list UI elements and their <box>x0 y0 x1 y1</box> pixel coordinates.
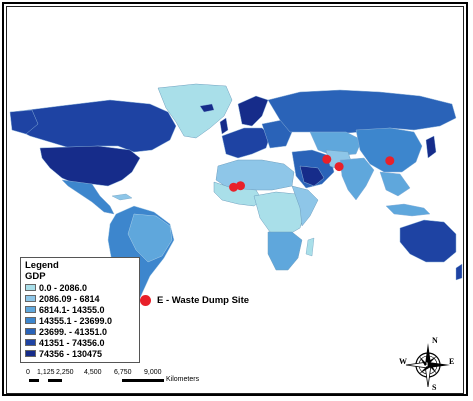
region-central-africa[interactable] <box>253 191 307 237</box>
dump-site-marker[interactable] <box>236 181 245 191</box>
legend-item: 14355.1 - 23699.0 <box>25 315 135 326</box>
legend-item-label: 41351 - 74356.0 <box>39 337 105 348</box>
region-mexico[interactable] <box>61 179 115 215</box>
scale-tick-1: 1,125 <box>37 369 55 376</box>
region-central-asia[interactable] <box>309 131 363 157</box>
legend-item-label: 74356 - 130475 <box>39 348 103 359</box>
legend-classes: 0.0 - 2086.0 2086.09 - 6814 6814.1- 14355.… <box>25 282 135 359</box>
legend-item-label: 14355.1 - 23699.0 <box>39 315 113 326</box>
compass-w: W <box>399 357 407 366</box>
scale-tick-0: 0 <box>26 369 30 376</box>
region-scandinavia[interactable] <box>237 95 269 127</box>
region-canada[interactable] <box>11 99 177 153</box>
north-arrow-compass: N S E W <box>399 336 455 392</box>
legend-item: 6814.1- 14355.0 <box>25 304 135 315</box>
legend-item-label: 0.0 - 2086.0 <box>39 282 88 293</box>
region-eastern-europe[interactable] <box>261 119 293 149</box>
region-southern-africa[interactable] <box>267 231 303 271</box>
region-alaska[interactable] <box>9 109 39 135</box>
region-uk[interactable] <box>219 117 229 135</box>
compass-e: E <box>449 357 455 366</box>
scale-tick-3: 4,500 <box>84 369 102 376</box>
region-madagascar[interactable] <box>305 237 315 257</box>
compass-s: S <box>432 383 437 392</box>
e-waste-dump-sites <box>229 154 395 192</box>
scale-segment <box>48 379 62 382</box>
region-indonesia[interactable] <box>385 203 431 217</box>
region-india[interactable] <box>339 157 375 201</box>
compass-rose-icon <box>405 343 450 388</box>
legend-item: 0.0 - 2086.0 <box>25 282 135 293</box>
compass-n: N <box>432 336 438 345</box>
legend-swatch <box>25 317 36 324</box>
region-caribbean[interactable] <box>111 193 133 201</box>
region-china[interactable] <box>355 127 423 173</box>
dump-site-marker[interactable] <box>322 154 332 164</box>
legend-swatch <box>25 284 36 291</box>
region-arabian-peninsula[interactable] <box>299 165 325 187</box>
scale-segment <box>122 379 164 382</box>
legend-item: 74356 - 130475 <box>25 348 135 359</box>
region-australia[interactable] <box>399 219 457 263</box>
region-western-europe[interactable] <box>221 127 271 159</box>
region-japan[interactable] <box>425 135 437 159</box>
region-brazil[interactable] <box>127 213 173 263</box>
legend-item-label: 6814.1- 14355.0 <box>39 304 105 315</box>
legend-item-label: 23699. - 41351.0 <box>39 326 108 337</box>
region-iceland[interactable] <box>199 103 215 113</box>
legend-item: 2086.09 - 6814 <box>25 293 135 304</box>
legend-swatch <box>25 328 36 335</box>
dump-site-marker[interactable] <box>334 162 344 172</box>
region-usa[interactable] <box>39 145 141 187</box>
map-frame <box>2 2 468 396</box>
dump-site-key: E - Waste Dump Site <box>140 295 249 306</box>
legend: Legend GDP 0.0 - 2086.0 2086.09 - 6814 681… <box>20 257 140 363</box>
legend-item: 41351 - 74356.0 <box>25 337 135 348</box>
scale-bar: 0 1,125 2,250 4,500 6,750 9,000 Kilomete… <box>26 369 246 385</box>
region-russia[interactable] <box>267 89 457 135</box>
dump-site-marker[interactable] <box>385 156 395 166</box>
region-greenland[interactable] <box>157 83 233 139</box>
scale-tick-5: 9,000 <box>144 369 162 376</box>
legend-swatch <box>25 306 36 313</box>
region-east-africa[interactable] <box>291 185 319 227</box>
legend-item: 23699. - 41351.0 <box>25 326 135 337</box>
scale-segment <box>29 379 39 382</box>
scale-tick-4: 6,750 <box>114 369 132 376</box>
region-north-africa[interactable] <box>215 159 295 191</box>
landmasses <box>9 83 463 323</box>
dump-site-marker[interactable] <box>229 182 239 192</box>
legend-swatch <box>25 295 36 302</box>
scale-unit: Kilometers <box>166 376 200 383</box>
map-inner-border <box>6 6 464 394</box>
legend-swatch <box>25 339 36 346</box>
dump-site-marker-icon <box>140 295 151 306</box>
dump-site-label: E - Waste Dump Site <box>157 295 250 306</box>
region-new-zealand[interactable] <box>455 263 463 281</box>
legend-title: Legend <box>25 260 59 271</box>
region-southeast-asia[interactable] <box>379 171 411 197</box>
scale-tick-2: 2,250 <box>56 369 74 376</box>
legend-swatch <box>25 350 36 357</box>
legend-subtitle: GDP <box>25 271 46 282</box>
legend-item-label: 2086.09 - 6814 <box>39 293 100 304</box>
